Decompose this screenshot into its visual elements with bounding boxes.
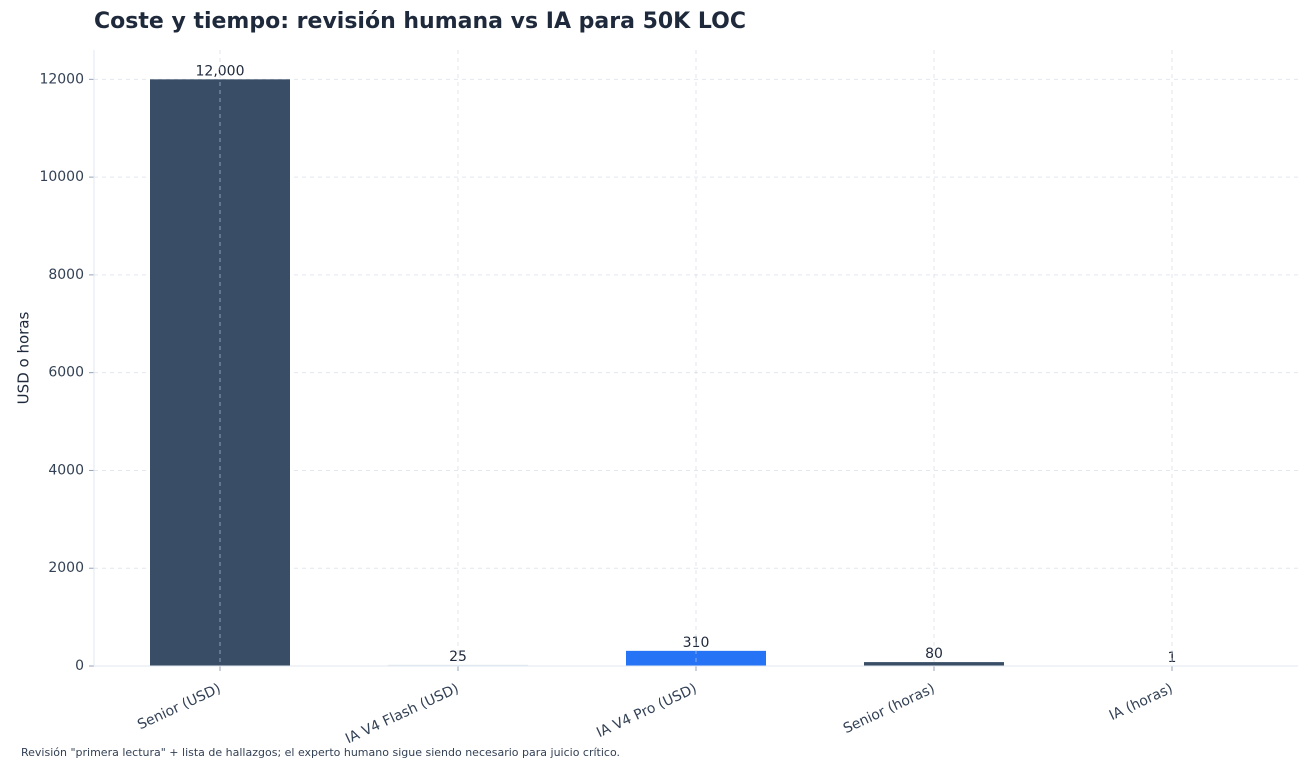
x-tick-label: Senior (USD)	[135, 681, 223, 733]
value-label: 25	[449, 649, 467, 665]
y-tick-label: 4000	[48, 462, 84, 478]
y-tick-label: 8000	[48, 267, 84, 283]
value-label: 80	[925, 646, 943, 662]
bar	[388, 664, 528, 666]
y-tick-label: 0	[75, 658, 84, 674]
value-label: 12,000	[196, 63, 245, 79]
value-label: 1	[1168, 650, 1177, 666]
y-tick-label: 10000	[39, 169, 84, 185]
bar	[864, 662, 1004, 666]
y-tick-label: 12000	[39, 71, 84, 87]
x-tick-label: IA V4 Flash (USD)	[343, 681, 461, 748]
x-tick-label: Senior (horas)	[841, 681, 938, 737]
x-tick-label: IA V4 Pro (USD)	[594, 681, 699, 741]
y-tick-label: 2000	[48, 560, 84, 576]
footnote: Revisión "primera lectura" + lista de ha…	[21, 746, 620, 759]
y-axis-label: USD o horas	[15, 312, 33, 405]
y-tick-label: 6000	[48, 365, 84, 381]
chart-title: Coste y tiempo: revisión humana vs IA pa…	[94, 9, 746, 34]
x-tick-label: IA (horas)	[1107, 681, 1176, 724]
